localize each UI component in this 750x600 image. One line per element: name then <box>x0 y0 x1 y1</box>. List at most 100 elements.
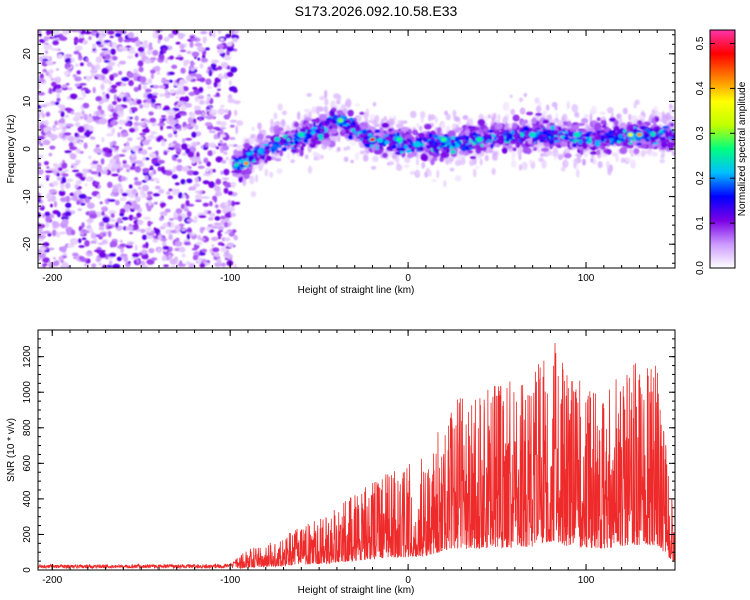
noise-speckle <box>216 120 222 126</box>
noise-speckle <box>52 40 59 46</box>
noise-speckle <box>221 177 230 181</box>
noise-speckle <box>141 249 148 255</box>
halo-speckle <box>410 110 417 119</box>
noise-speckle <box>186 229 193 233</box>
noise-speckle <box>131 188 138 195</box>
halo-speckle <box>564 158 568 167</box>
band-speckle <box>318 113 327 121</box>
y-tick-label: 400 <box>22 490 33 507</box>
band-speckle <box>299 149 304 157</box>
noise-speckle <box>90 136 96 140</box>
noise-speckle <box>48 36 55 40</box>
halo-speckle <box>597 161 603 169</box>
halo-speckle <box>249 175 255 185</box>
halo-speckle <box>374 123 380 128</box>
band-speckle <box>596 117 601 122</box>
noise-speckle <box>55 84 62 90</box>
noise-speckle <box>159 93 165 97</box>
noise-speckle <box>44 211 51 217</box>
noise-speckle <box>198 252 206 256</box>
noise-speckle <box>134 244 138 251</box>
noise-speckle <box>139 132 147 136</box>
noise-speckle <box>75 137 79 143</box>
noise-speckle <box>109 74 115 81</box>
noise-speckle <box>142 128 150 133</box>
noise-speckle <box>223 151 228 155</box>
noise-speckle <box>202 202 209 207</box>
noise-speckle <box>149 152 157 158</box>
noise-speckle <box>109 219 117 222</box>
noise-speckle <box>51 61 57 64</box>
noise-speckle <box>206 161 211 167</box>
noise-speckle <box>94 249 102 253</box>
noise-speckle <box>208 181 215 189</box>
noise-speckle <box>47 199 51 202</box>
x-tick-label: 0 <box>405 273 411 284</box>
noise-speckle <box>194 177 199 183</box>
halo-speckle <box>469 159 475 167</box>
noise-speckle <box>136 259 140 264</box>
noise-speckle <box>147 147 153 150</box>
halo-speckle <box>383 116 388 122</box>
noise-speckle <box>220 104 225 108</box>
band-speckle <box>654 117 660 122</box>
noise-speckle <box>123 204 132 210</box>
noise-speckle <box>142 234 147 240</box>
noise-speckle <box>162 222 169 228</box>
noise-speckle <box>70 111 75 115</box>
noise-speckle <box>90 73 95 78</box>
noise-speckle <box>223 168 230 176</box>
noise-speckle <box>184 96 190 102</box>
band-speckle <box>264 159 268 164</box>
band-core-speckle <box>421 143 425 147</box>
band-core-speckle <box>333 115 337 120</box>
noise-speckle <box>212 126 221 130</box>
noise-speckle <box>230 181 237 187</box>
halo-speckle <box>633 101 637 109</box>
noise-speckle <box>86 61 92 67</box>
halo-speckle <box>320 154 324 160</box>
noise-speckle <box>219 129 224 135</box>
band-speckle <box>570 124 580 130</box>
noise-speckle <box>108 114 113 118</box>
band-core-speckle <box>623 128 627 133</box>
noise-speckle <box>166 191 171 196</box>
noise-speckle <box>102 216 110 223</box>
noise-speckle <box>167 195 174 200</box>
noise-speckle <box>118 126 123 130</box>
noise-speckle <box>221 159 227 164</box>
noise-speckle <box>228 137 236 140</box>
noise-speckle <box>214 252 220 258</box>
noise-speckle <box>166 125 173 129</box>
noise-speckle <box>61 134 66 139</box>
band-core-speckle <box>615 133 619 136</box>
noise-speckle <box>217 108 225 115</box>
band-speckle <box>274 128 281 135</box>
noise-speckle <box>137 60 144 67</box>
halo-speckle <box>554 112 559 119</box>
noise-speckle <box>196 241 203 246</box>
noise-speckle <box>142 184 149 192</box>
noise-speckle <box>48 87 53 95</box>
noise-speckle <box>194 194 203 201</box>
band-speckle <box>594 122 602 130</box>
halo-speckle <box>583 114 589 118</box>
noise-speckle <box>107 256 114 260</box>
noise-speckle <box>111 188 119 193</box>
noise-speckle <box>52 163 58 167</box>
halo-speckle <box>324 89 328 99</box>
noise-speckle <box>118 70 123 76</box>
noise-speckle <box>211 244 215 248</box>
noise-speckle <box>61 162 68 169</box>
noise-speckle <box>181 253 186 258</box>
band-core-speckle <box>665 139 670 143</box>
band-speckle <box>533 147 538 151</box>
halo-speckle <box>472 168 477 178</box>
noise-speckle <box>101 211 105 216</box>
colorbar-tick-label: 0.0 <box>695 261 706 275</box>
noise-speckle <box>180 105 187 111</box>
noise-speckle <box>152 169 157 175</box>
halo-speckle <box>337 94 342 102</box>
halo-speckle <box>323 105 329 113</box>
hotspot <box>637 132 642 137</box>
